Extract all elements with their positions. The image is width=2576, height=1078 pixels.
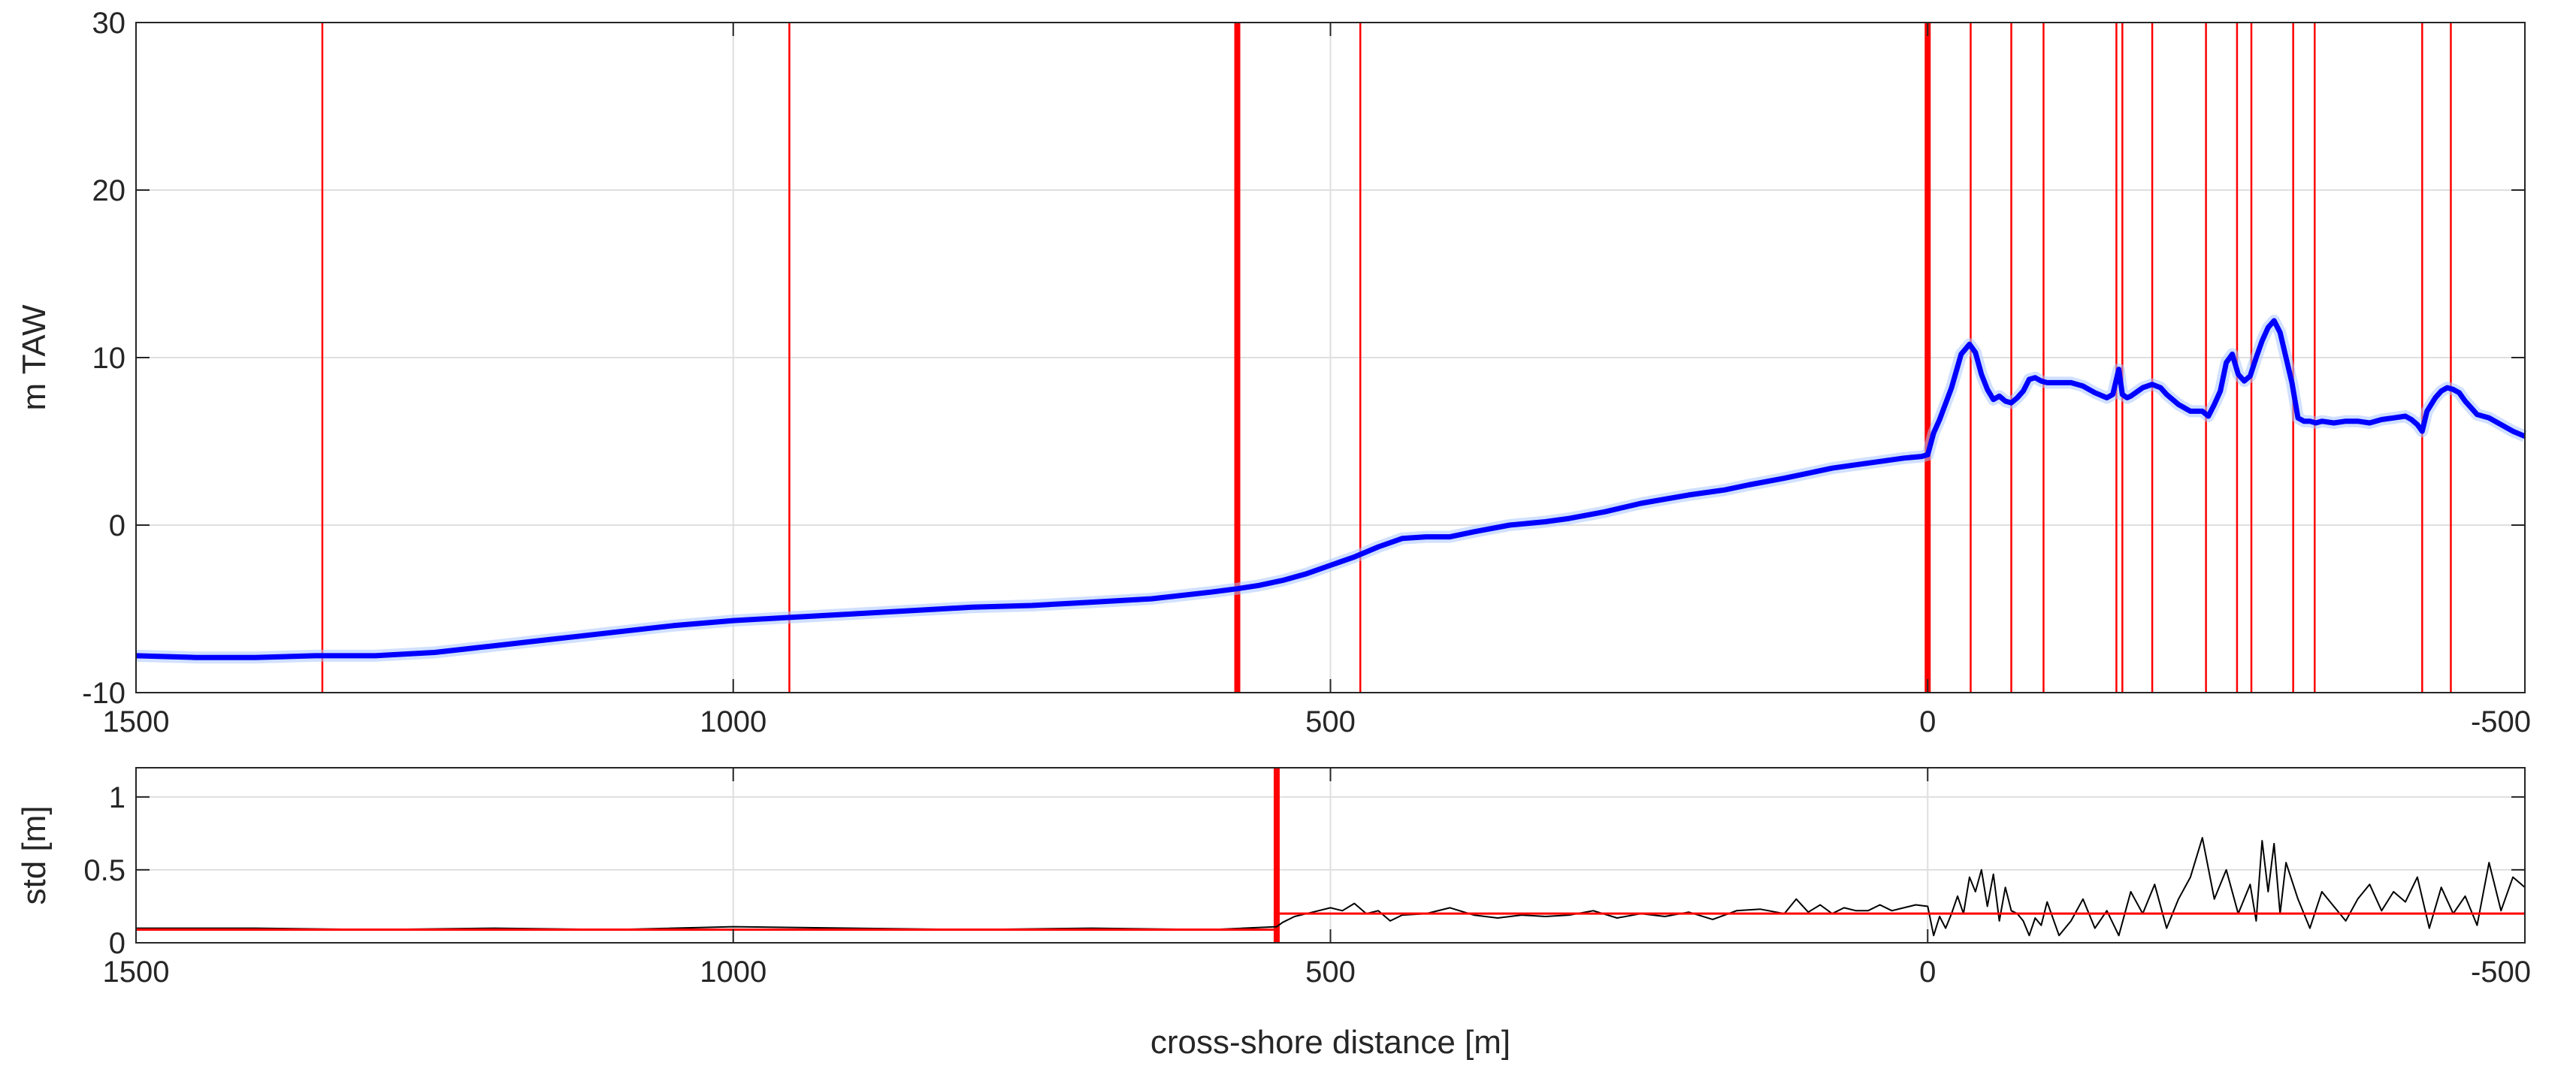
- std-line: [136, 837, 2526, 937]
- x-tick-label: -500: [2471, 956, 2531, 989]
- x-axis-label: cross-shore distance [m]: [1150, 1024, 1510, 1061]
- y-tick-label: 30: [92, 7, 126, 40]
- y-tick-label: 20: [92, 174, 126, 207]
- x-tick-label: -500: [2471, 705, 2531, 738]
- y-tick-label: 10: [92, 342, 126, 375]
- x-tick-label: 1000: [700, 705, 766, 738]
- std-profile-panel: 1500 1000 500 0 -500 0 0.5 1 std [m] cross-shore …: [16, 767, 2531, 1061]
- x-tick-label: 0: [1919, 956, 1936, 989]
- y-axis-label: std [m]: [16, 805, 53, 904]
- x-tick-label: 500: [1305, 956, 1356, 989]
- x-tick-label: 1000: [700, 956, 766, 989]
- y-axis-label: m TAW: [16, 304, 53, 410]
- y-tick-label: 1: [109, 781, 125, 814]
- x-tick-label: 1500: [103, 705, 170, 738]
- y-tick-label: 0.5: [83, 854, 125, 887]
- y-tick-label: 0: [109, 927, 125, 960]
- elevation-profile-panel: 1500 1000 500 0 -500 -10 0 10 20 30 m TAW: [16, 7, 2531, 738]
- mean-profile-line: [135, 318, 2526, 660]
- x-tick-label: 1500: [103, 956, 170, 989]
- x-tick-label: 0: [1919, 705, 1936, 738]
- y-tick-label: 0: [109, 509, 125, 542]
- x-tick-label: 500: [1305, 705, 1356, 738]
- y-tick-label: -10: [82, 677, 125, 710]
